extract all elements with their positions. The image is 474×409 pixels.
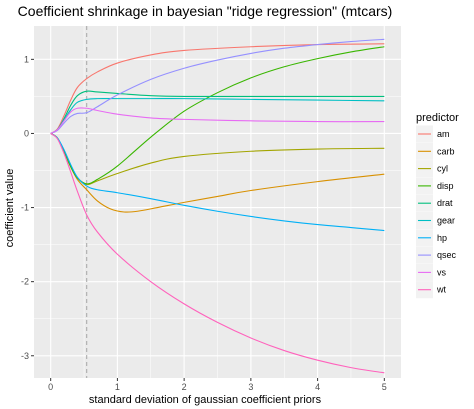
x-axis: 0 1 2 3 4 5 bbox=[48, 378, 387, 392]
legend-label-gear: gear bbox=[437, 216, 455, 226]
legend: predictor am carb cyl disp drat gear hp qsec vs w… bbox=[416, 112, 459, 299]
y-axis: -3 -2 -1 0 1 bbox=[21, 54, 34, 361]
series-line-am bbox=[50, 43, 385, 134]
legend-label-qsec: qsec bbox=[437, 250, 457, 260]
x-tick-label: 4 bbox=[315, 382, 320, 392]
chart-title: Coefficient shrinkage in bayesian "ridge… bbox=[18, 3, 393, 19]
x-tick-label: 2 bbox=[182, 382, 187, 392]
legend-title: predictor bbox=[416, 112, 459, 124]
series-line-vs bbox=[50, 107, 385, 134]
y-tick-label: -2 bbox=[21, 277, 29, 287]
legend-label-cyl: cyl bbox=[437, 164, 448, 174]
legend-label-disp: disp bbox=[437, 181, 454, 191]
series-group bbox=[50, 38, 385, 374]
legend-label-carb: carb bbox=[437, 146, 455, 156]
x-tick-label: 1 bbox=[115, 382, 120, 392]
plot-panel bbox=[34, 26, 401, 378]
series-line-hp bbox=[50, 132, 385, 232]
x-tick-label: 5 bbox=[382, 382, 387, 392]
series-line-drat bbox=[50, 90, 385, 134]
legend-label-vs: vs bbox=[437, 267, 447, 277]
y-axis-title: coefficient value bbox=[4, 169, 16, 248]
y-tick-label: -3 bbox=[21, 351, 29, 361]
legend-label-hp: hp bbox=[437, 233, 447, 243]
series-line-disp bbox=[50, 46, 385, 185]
x-axis-title: standard deviation of gaussian coefficie… bbox=[89, 394, 322, 406]
y-tick-label: 1 bbox=[24, 54, 29, 64]
y-tick-label: 0 bbox=[24, 128, 29, 138]
x-tick-label: 0 bbox=[48, 382, 53, 392]
gridlines bbox=[34, 26, 401, 378]
legend-label-wt: wt bbox=[436, 285, 446, 295]
legend-label-drat: drat bbox=[437, 198, 453, 208]
x-tick-label: 3 bbox=[248, 382, 253, 392]
series-line-wt bbox=[50, 132, 385, 374]
legend-label-am: am bbox=[437, 129, 450, 139]
y-tick-label: -1 bbox=[21, 203, 29, 213]
series-line-qsec bbox=[50, 38, 385, 134]
